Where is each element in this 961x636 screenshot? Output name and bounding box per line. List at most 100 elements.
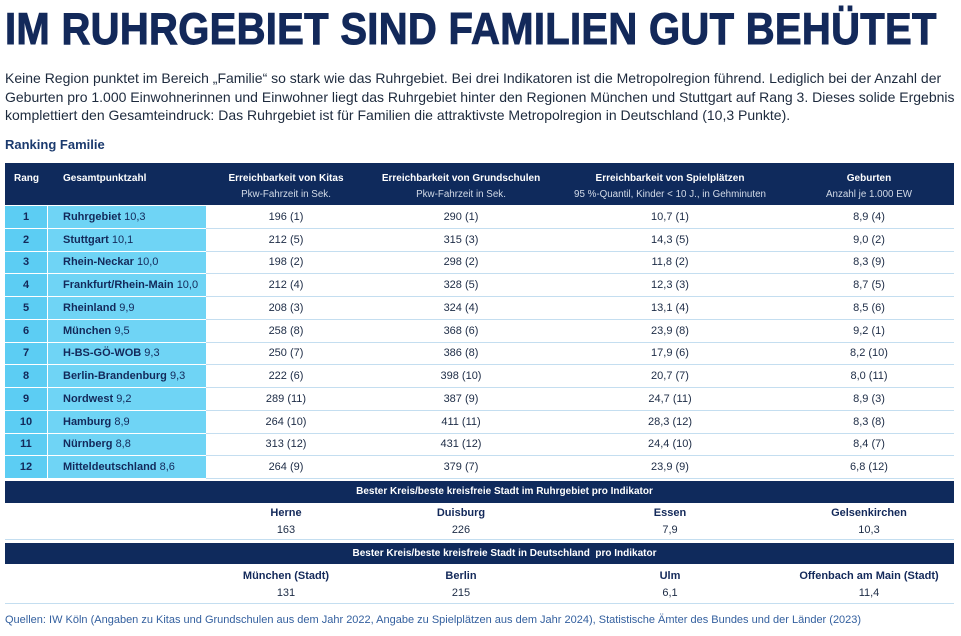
kitas-cell: 258 (8)	[206, 320, 366, 343]
spielplaetze-cell: 24,4 (10)	[556, 434, 784, 457]
header-sublabel: Anzahl je 1.000 EW	[825, 189, 913, 200]
header-sublabel: Pkw-Fahrzeit in Sek.	[416, 189, 506, 200]
geburten-cell: 8,7 (5)	[784, 274, 954, 297]
best-item: Ulm 6,1	[556, 569, 784, 603]
best-item-name: München (Stadt)	[242, 570, 330, 582]
best-item-value: 11,4	[858, 587, 880, 599]
header-kitas: Erreichbarkeit von Kitas Pkw-Fahrzeit in…	[206, 163, 366, 205]
grundschulen-cell: 431 (12)	[366, 434, 556, 457]
best-item-name: Ulm	[659, 570, 681, 582]
region-score: 9,3	[169, 370, 186, 383]
spielplaetze-cell: 20,7 (7)	[556, 365, 784, 388]
best-deutschland-title: Bester Kreis/beste kreisfreie Stadt in D…	[5, 543, 954, 564]
kitas-cell: 250 (7)	[206, 343, 366, 366]
rank-cell: 12	[5, 456, 48, 479]
grundschulen-cell: 324 (4)	[366, 297, 556, 320]
header-label: Rang	[14, 173, 39, 184]
spielplaetze-cell: 17,9 (6)	[556, 343, 784, 366]
region-name: Ruhrgebiet	[63, 210, 122, 223]
best-item-value: 7,9	[662, 524, 678, 536]
table-row: 10 Hamburg 8,9 264 (10) 411 (11) 28,3 (12) 8,…	[5, 410, 954, 434]
rank-cell: 1	[5, 206, 48, 229]
region-name: Berlin-Brandenburg	[63, 370, 167, 383]
region-name: H-BS-GÖ-WOB	[63, 347, 142, 360]
best-item: München (Stadt) 131	[206, 569, 366, 603]
region-score: 9,5	[114, 324, 130, 337]
region-name: Rheinland	[63, 301, 117, 314]
source-note: Quellen: IW Köln (Angaben zu Kitas und G…	[5, 614, 862, 626]
region-name: Stuttgart	[63, 233, 109, 246]
rank-cell: 8	[5, 365, 48, 388]
best-item: Duisburg 226	[366, 506, 556, 539]
table-row: 6 München 9,5 258 (8) 368 (6) 23,9 (8) 9,2 (1…	[5, 319, 954, 343]
geburten-cell: 8,3 (8)	[784, 411, 954, 434]
spielplaetze-cell: 14,3 (5)	[556, 229, 784, 252]
region-name: Hamburg	[63, 415, 112, 428]
best-item-name: Duisburg	[436, 507, 486, 519]
best-item-name: Gelsenkirchen	[831, 507, 907, 519]
header-sublabel: Pkw-Fahrzeit in Sek.	[241, 189, 331, 200]
best-item-value: 6,1	[662, 587, 678, 599]
region-name: München	[63, 324, 112, 337]
rank-cell: 4	[5, 274, 48, 297]
header-gesamtpunktzahl: Gesamtpunktzahl	[48, 163, 206, 205]
geburten-cell: 8,9 (3)	[784, 388, 954, 411]
region-score: 10,0	[136, 256, 159, 269]
grundschulen-cell: 411 (11)	[366, 411, 556, 434]
kitas-cell: 196 (1)	[206, 206, 366, 229]
geburten-cell: 8,2 (10)	[784, 343, 954, 366]
total-score-cell: München 9,5	[48, 319, 206, 343]
geburten-cell: 8,5 (6)	[784, 297, 954, 320]
rank-cell: 5	[5, 297, 48, 320]
grundschulen-cell: 386 (8)	[366, 343, 556, 366]
best-item-name: Herne	[270, 507, 302, 519]
region-score: 8,9	[114, 415, 130, 428]
kitas-cell: 264 (10)	[206, 411, 366, 434]
geburten-cell: 9,2 (1)	[784, 320, 954, 343]
region-name: Rhein-Neckar	[63, 256, 134, 269]
grundschulen-cell: 387 (9)	[366, 388, 556, 411]
total-score-cell: Rhein-Neckar 10,0	[48, 251, 206, 275]
intro-paragraph: Keine Region punktet im Bereich „Familie…	[5, 70, 955, 124]
best-item-value: 226	[451, 524, 471, 536]
spielplaetze-cell: 13,1 (4)	[556, 297, 784, 320]
grundschulen-cell: 368 (6)	[366, 320, 556, 343]
rank-cell: 7	[5, 342, 48, 366]
geburten-cell: 8,3 (9)	[784, 252, 954, 275]
kitas-cell: 222 (6)	[206, 365, 366, 388]
best-item: Gelsenkirchen 10,3	[784, 506, 954, 539]
best-ruhrgebiet-row: Herne 163 Duisburg 226 Essen 7,9 Gelsenkirchen…	[5, 503, 954, 540]
rank-cell: 10	[5, 410, 48, 434]
kitas-cell: 289 (11)	[206, 388, 366, 411]
ranking-table: Rang Gesamtpunktzahl Erreichbarkeit von …	[5, 163, 954, 479]
total-score-cell: H-BS-GÖ-WOB 9,3	[48, 342, 206, 366]
rank-cell: 11	[5, 433, 48, 457]
kitas-cell: 212 (5)	[206, 229, 366, 252]
header-sublabel: 95 %-Quantil, Kinder < 10 J., in Gehminu…	[574, 189, 766, 200]
best-item: Offenbach am Main (Stadt) 11,4	[784, 569, 954, 603]
best-deutschland-row: München (Stadt) 131 Berlin 215 Ulm 6,1 Offenba…	[5, 564, 954, 604]
total-score-cell: Berlin-Brandenburg 9,3	[48, 365, 206, 388]
total-score-cell: Stuttgart 10,1	[48, 228, 206, 252]
geburten-cell: 8,9 (4)	[784, 206, 954, 229]
rank-cell: 9	[5, 388, 48, 411]
spielplaetze-cell: 10,7 (1)	[556, 206, 784, 229]
grundschulen-cell: 315 (3)	[366, 229, 556, 252]
header-label: Erreichbarkeit von Spielplätzen	[595, 173, 745, 184]
region-score: 8,6	[159, 461, 175, 474]
region-score: 10,0	[176, 279, 199, 292]
kitas-cell: 212 (4)	[206, 274, 366, 297]
best-item-value: 131	[276, 587, 296, 599]
region-score: 9,2	[116, 392, 132, 405]
geburten-cell: 6,8 (12)	[784, 456, 954, 479]
table-row: 9 Nordwest 9,2 289 (11) 387 (9) 24,7 (11) 8,9…	[5, 388, 954, 411]
total-score-cell: Ruhrgebiet 10,3	[48, 206, 206, 229]
best-item: Herne 163	[206, 506, 366, 539]
rank-cell: 6	[5, 319, 48, 343]
spielplaetze-cell: 23,9 (8)	[556, 320, 784, 343]
region-score: 9,3	[144, 347, 160, 360]
region-score: 10,1	[111, 233, 134, 246]
region-score: 9,9	[119, 301, 135, 314]
header-spielplaetze: Erreichbarkeit von Spielplätzen 95 %-Qua…	[556, 163, 784, 205]
kitas-cell: 208 (3)	[206, 297, 366, 320]
